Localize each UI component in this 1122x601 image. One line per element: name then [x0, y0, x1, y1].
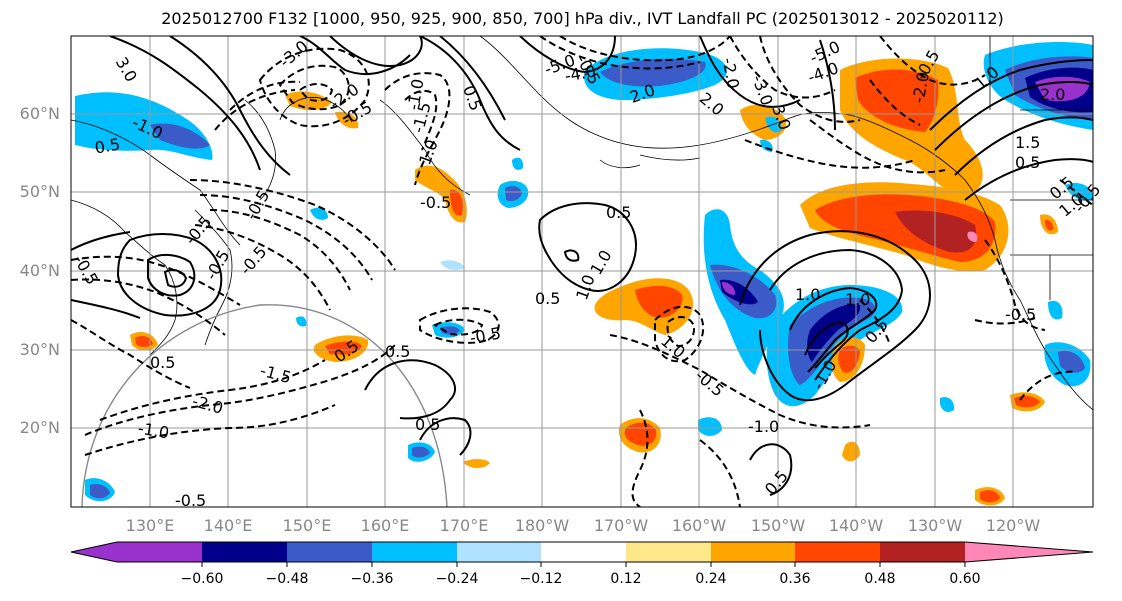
contour-label: 0.5 [150, 353, 175, 372]
contour-label: 0.5 [385, 342, 410, 361]
colorbar-tick-label: −0.60 [180, 571, 224, 587]
colorbar-swatch [965, 542, 1093, 562]
colorbar-tick-label: 0.48 [864, 571, 896, 587]
map-title: 2025012700 F132 [1000, 950, 925, 900, 85… [161, 9, 1004, 28]
colorbar-tick-label: 0.12 [610, 571, 642, 587]
contour-label: 1.0 [795, 285, 820, 304]
lat-label: 50°N [19, 182, 60, 201]
contour-label: 0.5 [535, 289, 560, 308]
colorbar-swatch [626, 542, 711, 562]
colorbar-swatch [880, 542, 965, 562]
lat-label: 20°N [19, 418, 60, 437]
lon-label: 180°W [514, 516, 570, 535]
lat-label: 30°N [19, 340, 60, 359]
lon-label: 140°W [828, 516, 884, 535]
solid-contours [71, 36, 1093, 496]
colorbar-tick-label: −0.48 [265, 571, 309, 587]
lon-label: 170°E [439, 516, 489, 535]
colorbar-swatch [711, 542, 795, 562]
colorbar [70, 541, 1094, 567]
contour-label: 2.0 [1040, 85, 1065, 104]
contour-label: -0.5 [420, 193, 451, 212]
range-circle [81, 304, 448, 507]
lon-label: 150°W [750, 516, 806, 535]
lat-label: 60°N [19, 104, 60, 123]
colorbar-tick-label: −0.12 [519, 571, 563, 587]
colorbar-tick-label: 0.36 [779, 571, 811, 587]
lon-label: 170°W [593, 516, 649, 535]
lon-label: 140°E [203, 516, 253, 535]
lat-label: 40°N [19, 261, 60, 280]
colorbar-swatch [457, 542, 541, 562]
colorbar-swatch [202, 542, 287, 562]
lon-label: 130°W [907, 516, 963, 535]
contour-label: 0.5 [93, 134, 121, 157]
map-frame [70, 35, 1094, 508]
contour-label: 0.5 [1015, 153, 1040, 172]
colorbar-tick-label: 0.60 [949, 571, 981, 587]
colorbar-tick-label: 0.24 [695, 571, 727, 587]
dashed-contours [71, 36, 1093, 507]
colorbar-tick-label: −0.24 [435, 571, 479, 587]
colorbar-swatch [71, 542, 117, 562]
lon-label: 120°W [985, 516, 1041, 535]
colorbar-swatch [372, 542, 457, 562]
contour-label: 1.0 [845, 290, 870, 309]
gridlines [71, 36, 1093, 507]
colorbar-tick-label: −0.36 [350, 571, 394, 587]
contour-label: 0.5 [606, 203, 631, 222]
lon-label: 160°W [671, 516, 727, 535]
colorbar-swatch [795, 542, 880, 562]
lon-label: 160°E [360, 516, 410, 535]
lon-label: 150°E [282, 516, 332, 535]
lon-label: 130°E [125, 516, 175, 535]
contour-label: -1.0 [748, 417, 779, 436]
contour-label: 0.5 [415, 415, 440, 434]
contour-label: -0.5 [175, 491, 206, 510]
contour-label: 1.5 [1015, 133, 1040, 152]
colorbar-swatch [541, 542, 626, 562]
colorbar-swatch [117, 542, 202, 562]
coastlines [71, 36, 1093, 411]
colorbar-swatch [287, 542, 372, 562]
contour-label: -0.5 [1005, 305, 1036, 324]
